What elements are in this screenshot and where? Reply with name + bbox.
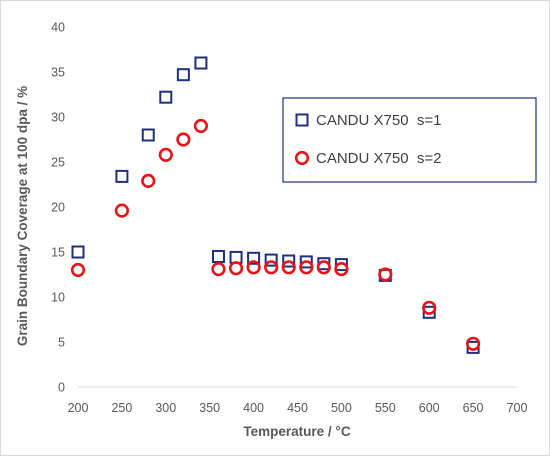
legend-label: CANDU X750 s=2 <box>316 150 441 167</box>
x-tick-label: 250 <box>111 401 132 415</box>
data-point-circle <box>158 147 173 162</box>
data-point-square <box>334 258 348 272</box>
y-tick-labels: 0 5 10 15 20 25 30 35 40 <box>51 21 65 395</box>
x-tick-labels: 200 250 300 350 400 450 500 550 600 650 700 <box>68 401 528 415</box>
x-axis-title: Temperature / °C <box>243 424 350 439</box>
legend-label: CANDU X750 s=1 <box>316 112 441 129</box>
x-tick-label: 550 <box>375 401 396 415</box>
data-point-circle <box>466 336 481 351</box>
data-point-circle <box>422 300 437 315</box>
x-tick-label: 200 <box>68 401 89 415</box>
data-point-square <box>299 255 313 269</box>
data-point-square <box>176 68 190 82</box>
data-point-circle <box>378 267 393 282</box>
y-tick-label: 5 <box>58 336 65 350</box>
data-point-circle <box>246 260 261 275</box>
data-point-circle <box>70 262 86 278</box>
y-tick-label: 25 <box>51 156 65 170</box>
data-point-square <box>422 305 436 319</box>
data-point-square <box>159 90 173 104</box>
y-tick-label: 0 <box>58 381 65 395</box>
series-2 <box>70 118 481 351</box>
data-point-circle <box>114 203 129 218</box>
x-tick-label: 450 <box>287 401 308 415</box>
data-series <box>70 56 481 354</box>
data-point-square <box>194 56 208 70</box>
y-tick-label: 20 <box>51 201 65 215</box>
x-tick-label: 350 <box>199 401 220 415</box>
data-point-circle <box>299 260 314 275</box>
y-tick-label: 40 <box>51 21 65 35</box>
y-tick-label: 35 <box>51 66 65 80</box>
data-point-square <box>115 169 129 183</box>
data-point-square <box>282 254 296 268</box>
data-point-circle <box>176 132 191 147</box>
x-tick-label: 600 <box>419 401 440 415</box>
y-tick-label: 30 <box>51 111 65 125</box>
x-tick-label: 700 <box>507 401 528 415</box>
data-point-circle <box>193 118 209 134</box>
data-point-circle <box>141 173 156 188</box>
data-point-square <box>211 250 225 263</box>
data-point-square <box>71 245 85 259</box>
data-point-circle <box>334 262 349 277</box>
x-tick-label: 300 <box>155 401 176 415</box>
y-tick-label: 10 <box>51 291 65 305</box>
data-point-square <box>247 251 261 265</box>
data-point-circle <box>281 260 296 275</box>
y-tick-label: 15 <box>51 246 65 260</box>
x-tick-label: 400 <box>243 401 264 415</box>
legend-marker <box>294 150 310 166</box>
x-tick-label: 650 <box>463 401 484 415</box>
data-point-circle <box>211 262 226 277</box>
x-tick-label: 500 <box>331 401 352 415</box>
data-point-circle <box>316 260 331 275</box>
legend-marker <box>295 113 309 127</box>
legend: CANDU X750 s=1 CANDU X750 s=2 <box>282 97 537 183</box>
legend-box <box>282 97 537 183</box>
data-point-square <box>141 128 155 142</box>
data-point-circle <box>264 260 279 275</box>
series-1 <box>71 56 480 354</box>
y-axis-title: Grain Boundary Coverage at 100 dpa / % <box>15 86 30 346</box>
data-point-square <box>264 253 278 267</box>
data-point-circle <box>228 261 244 276</box>
